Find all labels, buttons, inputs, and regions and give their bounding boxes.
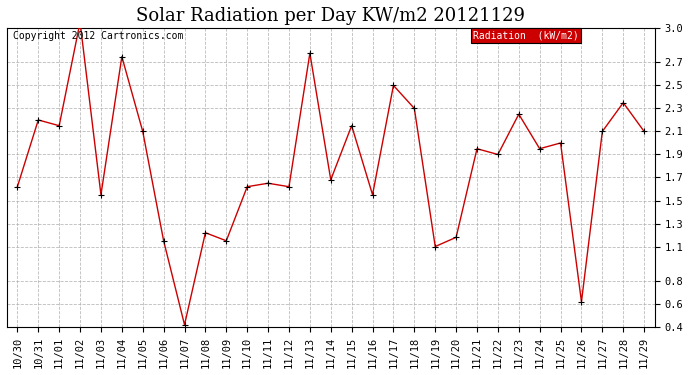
Text: Radiation  (kW/m2): Radiation (kW/m2) [473, 31, 579, 41]
Title: Solar Radiation per Day KW/m2 20121129: Solar Radiation per Day KW/m2 20121129 [136, 7, 525, 25]
Text: Copyright 2012 Cartronics.com: Copyright 2012 Cartronics.com [13, 31, 184, 41]
